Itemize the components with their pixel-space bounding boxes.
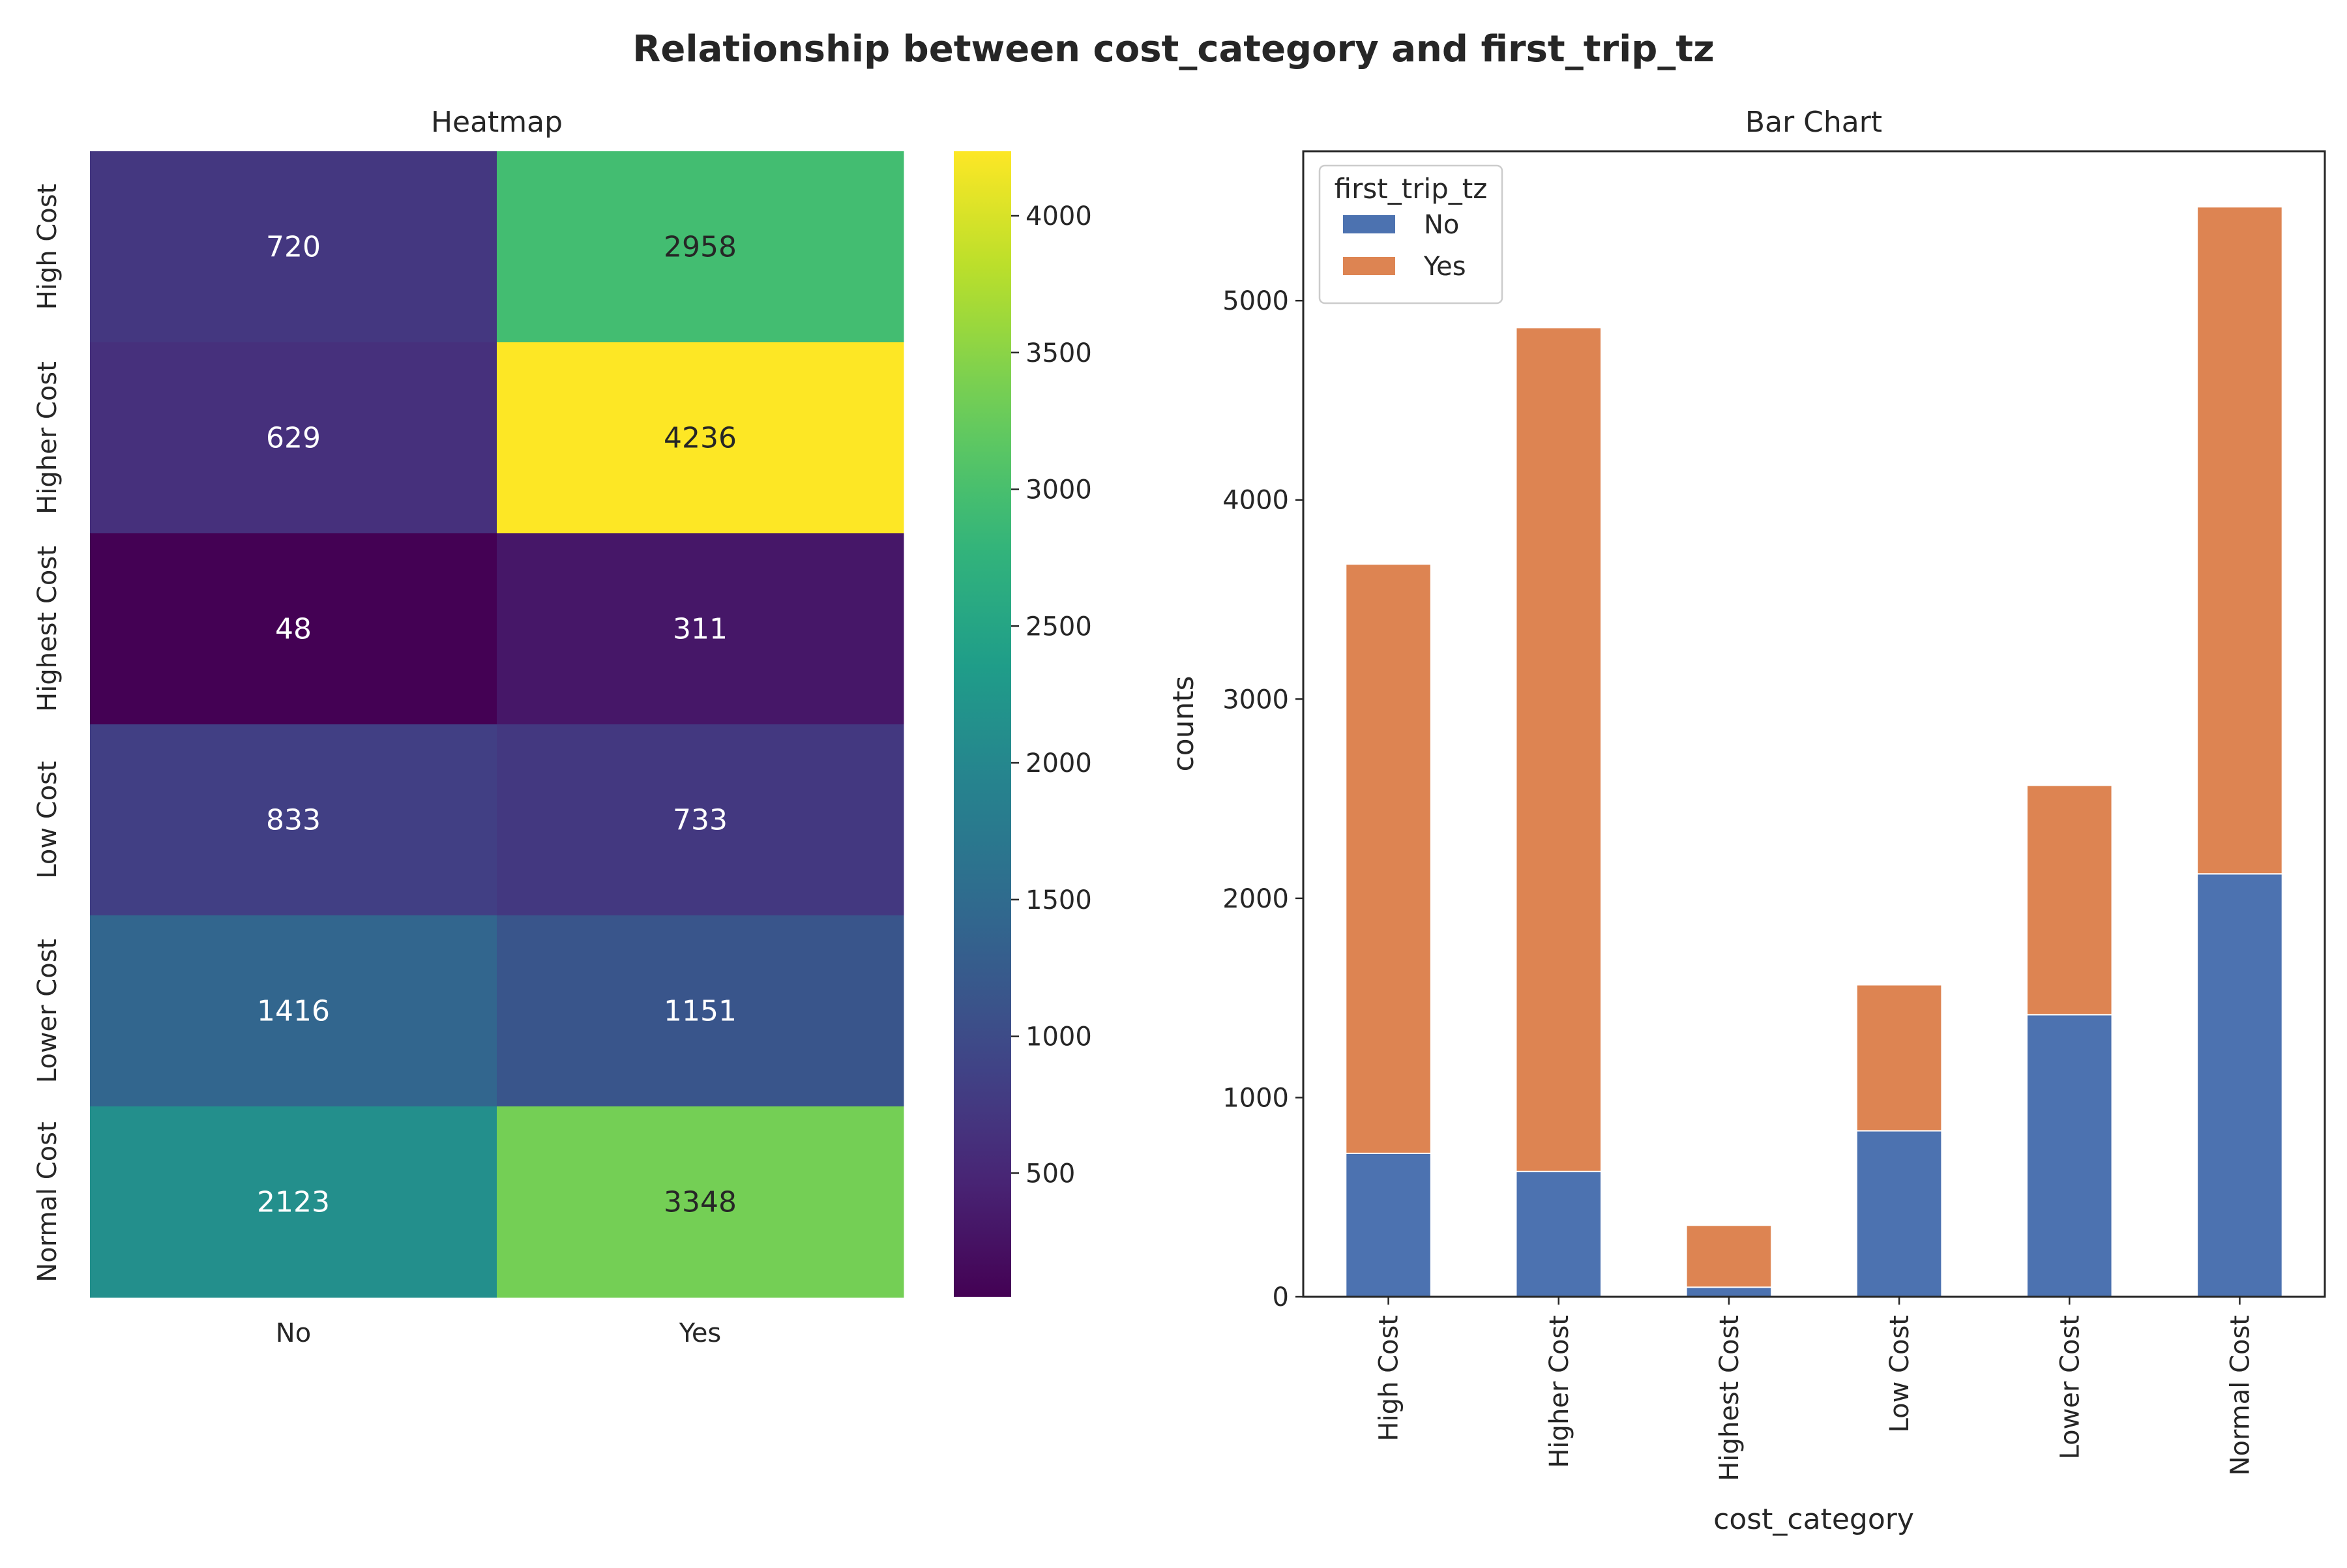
heatmap-cell-label: 2958 [664,231,737,264]
figure-title: Relationship between cost_category and f… [632,28,1714,70]
heatmap-cell [497,533,904,725]
bar-segment-yes [1855,984,1943,1132]
bar-chart-ylabel: counts [1167,675,1200,771]
bar-segment-no [2196,873,2283,1297]
bar-y-tick-label: 5000 [1222,286,1289,316]
colorbar-tick-label: 3500 [1026,338,1092,368]
bar-segment-no [2026,1014,2113,1298]
bar-x-tick-label: Higher Cost [1544,1315,1574,1468]
legend-swatch-no [1343,215,1395,233]
bar-chart-frame [1302,150,2326,1298]
heatmap-cell [497,342,904,534]
heatmap-cell [90,342,497,534]
bar-chart-title: Bar Chart [1745,106,1882,139]
bar-segment-no [1515,1170,1602,1297]
heatmap-cell [90,151,497,343]
heatmap-cell [90,915,497,1107]
bar-segment-yes [1345,563,1432,1154]
heatmap-panel: Heatmap 720 2958 629 4236 48 311 833 733 1416 115… [33,106,1092,1348]
bar-x-tick-label: High Cost [1374,1315,1404,1442]
bar-x-tick-label: Low Cost [1885,1315,1915,1432]
heatmap-cell-label: 1416 [257,995,330,1028]
colorbar-tick-label: 500 [1026,1159,1075,1189]
bar-chart-x-ticks: High Cost Higher Cost Highest Cost Low Cost… [1374,1297,2255,1481]
legend-label-yes: Yes [1423,252,1466,282]
heatmap-row-label: High Cost [33,184,63,310]
legend-swatch-yes [1343,257,1395,275]
bar-segment-yes [1685,1224,1773,1288]
bar-chart-xlabel: cost_category [1713,1503,1914,1536]
bar-segment-yes [2026,784,2113,1016]
bar-segment-no [1685,1286,1773,1298]
colorbar-tick-label: 2000 [1026,748,1092,778]
colorbar-tick-label: 3000 [1026,475,1092,505]
heatmap-cell-label: 2123 [257,1186,330,1219]
heatmap-cell [497,151,904,343]
heatmap-cell-label: 833 [266,804,321,837]
heatmap-cell [90,1106,497,1298]
heatmap-column-label: Yes [679,1318,722,1348]
heatmap-cell [497,1106,904,1298]
bar-x-tick-label: Highest Cost [1715,1315,1745,1481]
heatmap-cell-label: 733 [673,804,728,837]
heatmap-row-label: Low Cost [33,761,63,878]
bar-chart-bars [1345,206,2283,1298]
bar-chart-y-ticks: 0 1000 2000 3000 4000 5000 [1222,286,1303,1312]
colorbar: 500 1000 1500 2000 2500 3000 3500 4000 [954,151,1092,1297]
colorbar-tick-label: 1500 [1026,885,1092,915]
bar-segment-yes [1515,327,1602,1172]
bar-chart-panel: Bar Chart 0 1000 2000 3000 4000 5000 High Cos… [1167,106,2326,1536]
heatmap-cell-label: 3348 [664,1186,737,1219]
bar-y-tick-label: 4000 [1222,486,1289,516]
colorbar-tick-label: 1000 [1026,1022,1092,1052]
bar-y-tick-label: 3000 [1222,685,1289,715]
bar-segment-no [1855,1130,1943,1298]
heatmap-cell-label: 629 [266,422,321,455]
heatmap-row-label: Highest Cost [33,546,63,712]
colorbar-tick-label: 4000 [1026,201,1092,231]
legend-label-no: No [1424,210,1459,240]
heatmap-cell [90,724,497,916]
heatmap-cell-label: 1151 [664,995,737,1028]
heatmap-cell-label: 48 [275,613,312,646]
heatmap-row-label: Normal Cost [33,1121,63,1282]
bar-chart-legend: first_trip_tz No Yes [1318,164,1503,304]
heatmap-title: Heatmap [431,106,563,139]
bar-segment-yes [2196,206,2283,875]
bar-x-tick-label: Lower Cost [2055,1315,2085,1459]
heatmap-cell [497,724,904,916]
heatmap-cell-label: 311 [673,613,728,646]
heatmap-cells: 720 2958 629 4236 48 311 833 733 1416 1151 2123 334… [90,151,904,1298]
bar-x-tick-label: Normal Cost [2225,1315,2255,1475]
bar-segment-no [1345,1152,1432,1297]
heatmap-cell [497,915,904,1107]
heatmap-cell-label: 4236 [664,422,737,455]
heatmap-cell-label: 720 [266,231,321,264]
colorbar-gradient [954,151,1011,1297]
bar-y-tick-label: 0 [1273,1282,1289,1312]
legend-title: first_trip_tz [1335,173,1488,205]
colorbar-tick-label: 2500 [1026,612,1092,642]
bar-y-tick-label: 2000 [1222,884,1289,914]
heatmap-column-labels: No Yes [276,1318,721,1348]
heatmap-row-label: Lower Cost [33,939,63,1083]
heatmap-column-label: No [276,1318,311,1348]
bar-y-tick-label: 1000 [1222,1083,1289,1113]
heatmap-row-label: Higher Cost [33,361,63,514]
heatmap-row-labels: High Cost Higher Cost Highest Cost Low Cost… [33,184,63,1282]
heatmap-cell [90,533,497,725]
